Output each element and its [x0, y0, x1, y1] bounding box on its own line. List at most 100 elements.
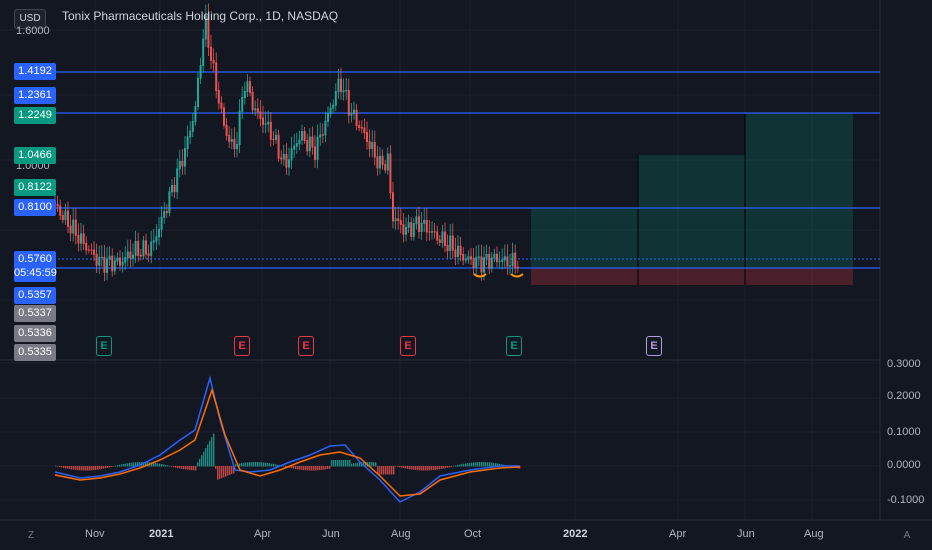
price-label[interactable]: 0.8122: [14, 179, 56, 196]
time-label: Nov: [85, 528, 105, 540]
candle-body: [371, 142, 374, 149]
candle-body: [129, 251, 132, 259]
candle-body: [69, 225, 72, 234]
candle-body: [327, 113, 329, 122]
candle-body: [441, 231, 444, 243]
earnings-badge[interactable]: E: [400, 336, 416, 356]
candle-body: [350, 113, 353, 116]
price-label[interactable]: 1.2361: [14, 87, 56, 104]
candle-body: [147, 253, 150, 256]
symbol-title: Tonix Pharmaceuticals Holding Corp., 1D,…: [62, 9, 339, 23]
macd-histogram-bar: [415, 466, 417, 470]
macd-line: [54, 375, 520, 503]
currency-badge[interactable]: USD: [14, 9, 46, 29]
position-zones[interactable]: [531, 113, 853, 285]
candle-body: [249, 81, 251, 93]
price-label[interactable]: 1.0466: [14, 147, 56, 164]
candle-body: [256, 108, 259, 113]
macd-histogram-bar: [411, 466, 413, 470]
macd-histogram-bar: [309, 466, 311, 471]
earnings-badge[interactable]: E: [646, 336, 662, 356]
earnings-badge[interactable]: E: [234, 336, 250, 356]
macd-histogram-bar: [365, 462, 367, 467]
loss-zone: [531, 268, 853, 285]
earnings-badge[interactable]: E: [298, 336, 314, 356]
macd-histogram-bar: [235, 464, 237, 467]
candle-body: [142, 240, 145, 257]
candle-body: [132, 254, 134, 259]
macd-histogram-bar: [391, 466, 393, 475]
price-label[interactable]: 0.5336: [14, 325, 56, 342]
price-label[interactable]: 0.5335: [14, 344, 56, 361]
macd-histogram-bar: [317, 466, 319, 471]
macd-histogram-bar: [305, 466, 307, 471]
macd-histogram-bar: [261, 462, 263, 467]
auto-scale-button[interactable]: A: [903, 530, 911, 541]
dividend-marker: [473, 273, 487, 278]
macd-histogram-bar: [75, 466, 77, 470]
candle-body: [275, 134, 277, 140]
horizontal-levels[interactable]: [50, 71, 880, 269]
macd-histogram-bar: [91, 466, 93, 471]
macd-histogram-bar: [59, 466, 61, 468]
price-label[interactable]: 0.8100: [14, 199, 56, 216]
candle-body: [72, 219, 75, 234]
macd-histogram-bar: [137, 462, 139, 467]
candle-body: [376, 156, 379, 169]
macd-histogram-bar: [263, 462, 265, 467]
candle-body: [345, 89, 348, 92]
macd-histogram-bar: [265, 462, 267, 467]
candle-body: [59, 205, 62, 216]
candle-body: [407, 222, 410, 228]
candle-body: [472, 258, 475, 268]
candle-body: [314, 146, 316, 160]
zoom-toggle-button[interactable]: Z: [27, 530, 35, 541]
price-label[interactable]: 0.5337: [14, 305, 56, 322]
price-label[interactable]: 0.5357: [14, 287, 56, 304]
macd-histogram-bar: [195, 466, 197, 471]
candle-body: [194, 105, 197, 122]
macd-histogram-bar: [85, 466, 87, 471]
macd-histogram-bar: [73, 466, 75, 470]
macd-histogram-bar: [269, 463, 271, 467]
candle-body: [498, 260, 501, 263]
macd-histogram-bar: [229, 466, 231, 475]
macd-histogram-bar: [173, 466, 175, 468]
price-label[interactable]: 05:45:59: [14, 265, 57, 282]
candle-body: [459, 245, 462, 255]
candle-body: [262, 117, 264, 125]
earnings-badge[interactable]: E: [96, 336, 112, 356]
candle-body: [173, 185, 176, 193]
candle-body: [488, 254, 491, 269]
macd-histogram-bar: [337, 460, 339, 467]
candle-body: [210, 46, 212, 61]
macd-histogram-bar: [273, 463, 275, 467]
candle-body: [186, 136, 189, 150]
macd-histogram-bar: [253, 462, 255, 467]
candle-body: [303, 130, 306, 141]
macd-histogram-bar: [159, 463, 161, 467]
macd-pane: [54, 375, 521, 503]
candle-body: [415, 216, 418, 225]
macd-histogram-bar: [95, 466, 97, 470]
candle-body: [243, 91, 246, 99]
candle-body: [506, 256, 509, 267]
macd-tick: 0.3000: [887, 358, 921, 370]
macd-histogram-bar: [457, 464, 459, 467]
macd-histogram-bar: [381, 466, 383, 475]
macd-histogram-bar: [189, 466, 191, 471]
earnings-badge[interactable]: E: [506, 336, 522, 356]
price-label[interactable]: 1.4192: [14, 63, 56, 80]
macd-histogram-bar: [345, 460, 347, 467]
macd-histogram-bar: [485, 462, 487, 467]
price-label[interactable]: 1.2249: [14, 107, 56, 124]
macd-histogram-bar: [379, 466, 381, 475]
macd-histogram-bar: [185, 466, 187, 470]
macd-histogram-bar: [469, 462, 471, 467]
macd-histogram-bar: [285, 466, 287, 468]
macd-histogram-bar: [87, 466, 89, 471]
price-label[interactable]: 0.5760: [14, 251, 56, 268]
candle-body: [202, 38, 205, 67]
macd-histogram-bar: [483, 462, 485, 467]
